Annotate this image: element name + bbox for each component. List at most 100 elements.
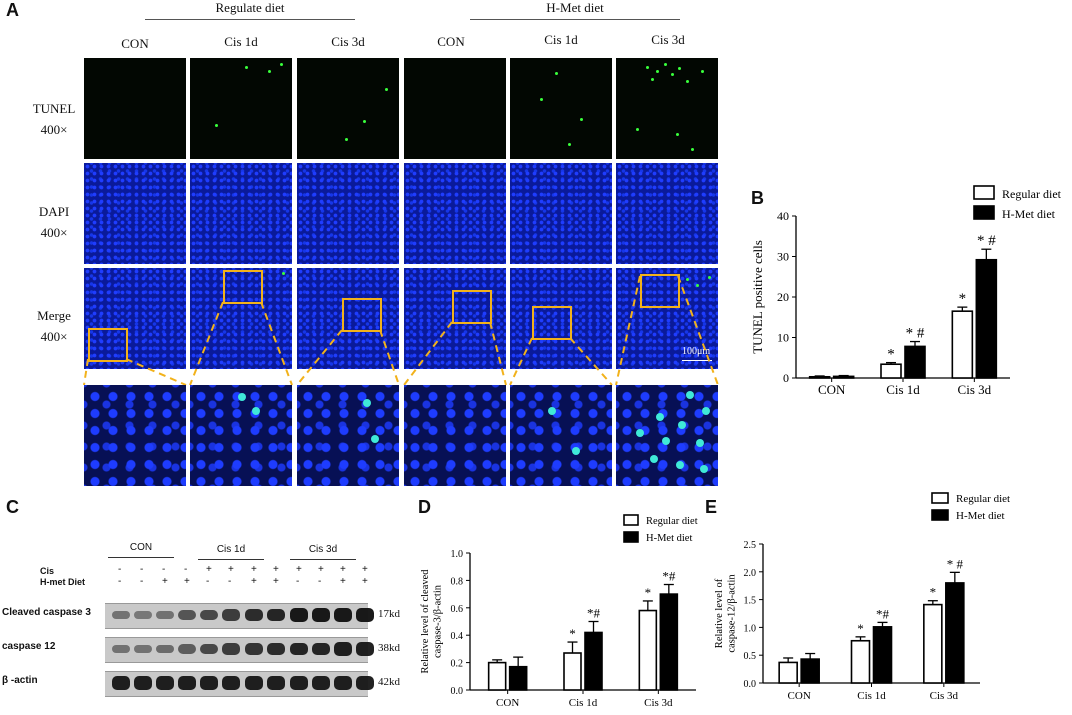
bar <box>951 310 974 379</box>
column-label: Cis 3d <box>651 32 685 47</box>
column-label: CON <box>121 36 149 51</box>
zoom-image <box>84 385 186 486</box>
x-tick-label: Cis 3d <box>958 382 992 397</box>
bar <box>923 603 943 684</box>
significance-mark: * <box>857 621 864 636</box>
scale-bar <box>682 360 712 361</box>
y-tick-label: 10 <box>777 331 789 345</box>
blot-sign: + <box>340 564 346 575</box>
y-tick-label: 1.5 <box>744 596 757 607</box>
bar <box>880 363 902 379</box>
column-label: Cis 1d <box>224 34 258 49</box>
significance-mark: * # <box>977 233 996 249</box>
group-label-hmet: H-Met diet <box>546 0 604 15</box>
y-tick-label: 0 <box>783 371 789 385</box>
blot-sign: + <box>206 564 212 575</box>
significance-mark: *# <box>587 606 601 621</box>
y-tick-label: 0.5 <box>744 651 757 662</box>
bar <box>508 665 528 691</box>
blot-band <box>267 676 285 690</box>
legend-swatch <box>973 185 995 200</box>
panel-a-label: A <box>6 0 19 20</box>
zoom-image <box>616 385 718 486</box>
blot-sign: + <box>362 576 368 587</box>
row-label-line1: Merge <box>37 308 71 323</box>
y-axis-label: TUNEL positive cells <box>750 240 765 354</box>
blot-group-label: CON <box>129 542 153 553</box>
row-label-line1: DAPI <box>38 204 70 219</box>
bar <box>872 626 893 684</box>
blot-band <box>156 610 174 620</box>
significance-mark: * <box>569 626 576 641</box>
significance-mark: *# <box>662 569 676 584</box>
significance-mark: * <box>645 585 652 600</box>
blot-sign: - <box>184 564 188 575</box>
y-axis-label: caspase-3/β-actin <box>433 584 444 658</box>
blot-band <box>222 609 240 621</box>
merge-image <box>84 268 186 369</box>
blot-band <box>112 610 130 620</box>
blot-sign: + <box>251 576 257 587</box>
y-tick-label: 0.4 <box>451 631 464 642</box>
bar <box>584 631 603 691</box>
blot-sign: + <box>251 564 257 575</box>
blot-sign: - <box>140 576 144 587</box>
bar <box>904 345 926 379</box>
legend-label: H-Met diet <box>1002 207 1056 221</box>
merge-image <box>297 268 399 369</box>
tunel-image <box>190 58 292 159</box>
legend-label: Regular diet <box>1002 187 1062 201</box>
blot-band <box>134 676 152 690</box>
blot-group-line <box>108 557 174 558</box>
bar <box>800 658 820 684</box>
blot-sign: - <box>162 564 166 575</box>
y-tick-label: 30 <box>777 250 789 264</box>
highlight-box <box>532 306 572 340</box>
blot-sign: + <box>228 564 234 575</box>
tunel-image <box>404 58 506 159</box>
blot-sign: + <box>296 564 302 575</box>
blot-band <box>156 676 174 690</box>
y-tick-label: 2.0 <box>744 568 757 579</box>
bar <box>487 661 507 691</box>
bar <box>638 609 658 691</box>
blot-band <box>267 608 285 622</box>
blot-band <box>112 644 130 654</box>
blot-band <box>356 642 374 656</box>
row-label-line2: 400× <box>40 122 68 137</box>
blot-sign: + <box>273 564 279 575</box>
highlight-box <box>342 298 382 332</box>
y-tick-label: 0.8 <box>451 576 464 587</box>
blot-size: 42kd <box>378 676 400 688</box>
group-label-regular: Regulate diet <box>215 0 285 15</box>
zoom-image <box>404 385 506 486</box>
blot-name: Cleaved caspase 3 <box>2 607 91 618</box>
y-axis-label: Relative level of cleaved <box>420 569 431 674</box>
zoom-image <box>297 385 399 486</box>
blot-band <box>290 642 308 656</box>
highlight-box <box>223 270 263 304</box>
blot-band <box>312 608 330 622</box>
blot-sign: - <box>296 576 300 587</box>
y-tick-label: 20 <box>777 290 789 304</box>
dapi-image <box>616 163 718 264</box>
panel-b-label: B <box>751 188 764 208</box>
blot-name: β -actin <box>2 675 38 686</box>
blot-band <box>156 644 174 654</box>
column-label: Cis 1d <box>544 32 578 47</box>
legend-label: H-Met diet <box>646 533 692 544</box>
blot-name: caspase 12 <box>2 641 56 652</box>
blot-band <box>178 676 196 690</box>
dapi-image <box>297 163 399 264</box>
highlight-box <box>452 290 492 324</box>
x-tick-label: CON <box>788 690 811 702</box>
row-label-tunel: TUNEL 400× <box>24 98 84 140</box>
panel-d-label: D <box>418 497 431 517</box>
blot-band <box>222 676 240 690</box>
blot-band <box>134 611 152 619</box>
blot-sign: - <box>140 564 144 575</box>
bar <box>945 582 965 684</box>
merge-image <box>404 268 506 369</box>
chart-e: 0.0 0.5 1.0 1.5 2.0 2.5 Relative level of caspa… <box>714 492 1010 702</box>
blot-group-label: Cis 1d <box>216 544 246 555</box>
